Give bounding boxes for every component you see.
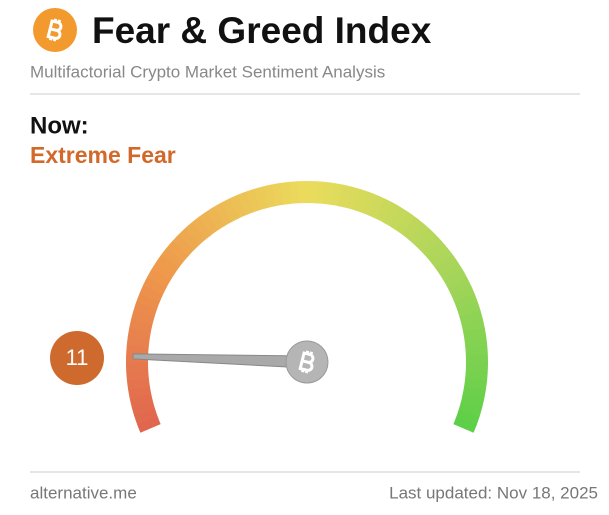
gauge-arc — [439, 262, 463, 282]
gauge-arc — [178, 227, 201, 251]
gauge-arc — [345, 186, 361, 211]
gauge-arc — [402, 216, 423, 240]
gauge-arc — [465, 370, 488, 382]
gauge: 11 — [50, 181, 488, 433]
gauge-arc — [146, 269, 171, 288]
gauge-arc — [129, 393, 154, 408]
gauge-arc — [464, 336, 488, 348]
gauge-arc — [191, 216, 213, 240]
gauge-arc — [139, 285, 164, 302]
gauge-arc — [131, 401, 156, 416]
gauge-arc — [451, 285, 475, 303]
gauge-arc — [129, 318, 153, 332]
gauge-arc — [454, 293, 478, 310]
gauge-arc — [156, 254, 180, 275]
gauge-arc — [172, 234, 195, 256]
gauge-arc — [126, 378, 150, 390]
gauge-arc — [322, 181, 335, 205]
gauge-arc — [395, 211, 416, 235]
gauge-arc — [126, 370, 149, 382]
gauge-arc — [338, 184, 352, 208]
hub-icon-glyph — [298, 350, 315, 374]
needle — [132, 353, 308, 369]
hub-icon — [298, 350, 315, 374]
gauge-arc — [408, 222, 430, 245]
gauge-arc — [382, 202, 401, 227]
gauge-arc — [245, 188, 262, 213]
gauge-arc — [464, 378, 487, 391]
gauge-arc — [353, 188, 369, 213]
gauge-arc — [128, 386, 152, 399]
gauge-arc — [314, 181, 326, 204]
gauge-arc — [221, 198, 240, 222]
gauge-arc — [166, 240, 190, 262]
title: Fear & Greed Index — [92, 10, 432, 51]
gauge-arc — [443, 269, 468, 289]
gauge-arc — [271, 182, 285, 207]
gauge-arc — [134, 408, 158, 425]
gauge-arc — [375, 198, 394, 223]
gauge-arc — [435, 254, 459, 275]
updated: Last updated: Nov 18, 2025 — [389, 483, 598, 502]
gauge-arc — [206, 206, 226, 231]
gauge-arc — [460, 394, 485, 408]
gauge-arc — [459, 310, 483, 325]
gauge-arc — [151, 261, 175, 281]
now-label: Now: — [30, 112, 89, 139]
gauge-arc — [127, 327, 151, 340]
gauge-arc — [456, 409, 480, 425]
gauge-arc — [142, 277, 167, 295]
gauge-arc — [185, 222, 207, 245]
gauge-arc — [280, 181, 292, 205]
value-label: 11 — [66, 345, 89, 370]
gauge-arc — [465, 345, 488, 356]
gauge-arc — [453, 416, 477, 433]
gauge-arc — [462, 386, 486, 400]
gauge-arc — [456, 301, 481, 318]
classification: Extreme Fear — [30, 142, 176, 168]
gauge-arc — [368, 194, 386, 219]
gauge-arc — [419, 234, 442, 256]
gauge-arc — [262, 184, 277, 208]
gauge-arc — [136, 416, 161, 433]
gauge-arc — [229, 194, 247, 219]
value-bubble — [50, 331, 104, 385]
logo-icon — [33, 8, 77, 52]
gauge-arc — [414, 228, 436, 251]
gauge-arc — [360, 191, 377, 216]
gauge-arc — [461, 319, 485, 333]
gauge-arc — [389, 206, 409, 231]
gauge-arc — [133, 301, 158, 317]
gauge-arc — [254, 186, 269, 210]
gauge-arc — [463, 327, 487, 341]
gauge-arc — [136, 293, 160, 310]
gauge-arc — [126, 336, 150, 348]
gauge-arc — [430, 247, 454, 269]
gauge-arc — [330, 182, 343, 207]
subtitle: Multifactorial Crypto Market Sentiment A… — [30, 62, 385, 81]
source: alternative.me — [30, 483, 137, 502]
gauge-arc — [198, 211, 219, 235]
gauge-arc — [237, 191, 254, 216]
gauge-arc — [289, 181, 300, 204]
gauge-arc — [425, 240, 448, 262]
gauge-arc — [447, 277, 472, 296]
gauge-arc — [458, 401, 483, 417]
gauge-arc — [131, 310, 155, 325]
gauge-arc — [213, 202, 233, 226]
gauge-arc — [161, 247, 184, 268]
